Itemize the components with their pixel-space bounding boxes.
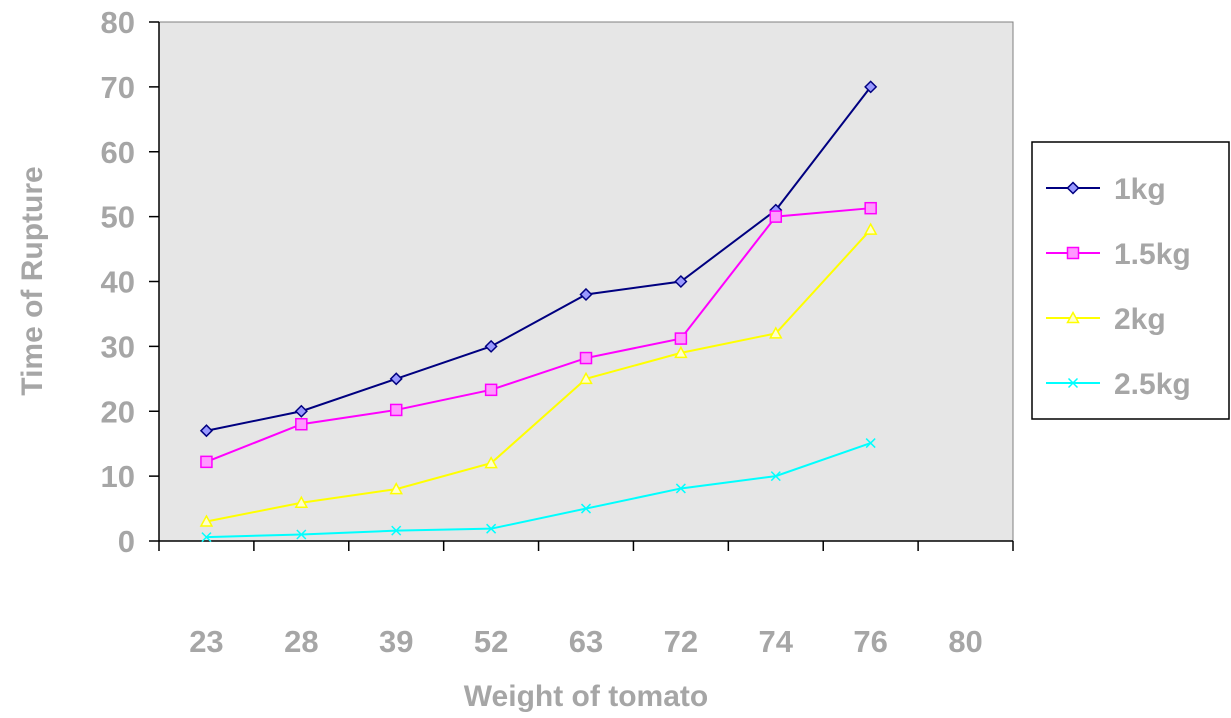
x-tick-label: 80 bbox=[948, 624, 982, 659]
y-tick-label: 40 bbox=[101, 265, 135, 300]
data-point bbox=[770, 211, 781, 222]
x-axis: 23 28 39 52 63 72 74 76 80 bbox=[159, 541, 1013, 659]
data-point bbox=[201, 456, 212, 467]
x-axis-title: Weight of tomato bbox=[464, 680, 708, 713]
y-tick-label: 60 bbox=[101, 135, 135, 170]
y-tick-label: 70 bbox=[101, 70, 135, 105]
legend-label: 1kg bbox=[1114, 173, 1166, 206]
legend-marker bbox=[1068, 248, 1079, 259]
y-tick-label: 80 bbox=[101, 5, 135, 40]
x-tick-label: 76 bbox=[853, 624, 887, 659]
y-tick-label: 20 bbox=[101, 394, 135, 429]
legend-label: 2.5kg bbox=[1114, 368, 1191, 401]
y-tick-label: 0 bbox=[118, 524, 135, 559]
data-point bbox=[675, 333, 686, 344]
data-point bbox=[391, 404, 402, 415]
y-tick-label: 50 bbox=[101, 200, 135, 235]
x-tick-label: 28 bbox=[284, 624, 318, 659]
x-tick-label: 39 bbox=[379, 624, 413, 659]
legend-label: 2kg bbox=[1114, 303, 1166, 336]
y-tick-label: 30 bbox=[101, 329, 135, 364]
y-tick-label: 10 bbox=[101, 459, 135, 494]
x-tick-label: 52 bbox=[474, 624, 508, 659]
y-axis-title: Time of Rupture bbox=[16, 166, 49, 395]
x-tick-label: 63 bbox=[569, 624, 603, 659]
data-point bbox=[296, 419, 307, 430]
x-tick-label: 74 bbox=[759, 624, 794, 659]
data-point bbox=[865, 203, 876, 214]
legend-label: 1.5kg bbox=[1114, 238, 1191, 271]
y-axis: 0 10 20 30 40 50 60 70 80 bbox=[101, 5, 159, 559]
legend: 1kg 1.5kg 2kg 2.5kg bbox=[1032, 142, 1229, 419]
x-tick-label: 72 bbox=[664, 624, 698, 659]
data-point bbox=[486, 384, 497, 395]
data-point bbox=[581, 353, 592, 364]
x-tick-label: 23 bbox=[189, 624, 223, 659]
plot-area bbox=[159, 22, 1013, 541]
